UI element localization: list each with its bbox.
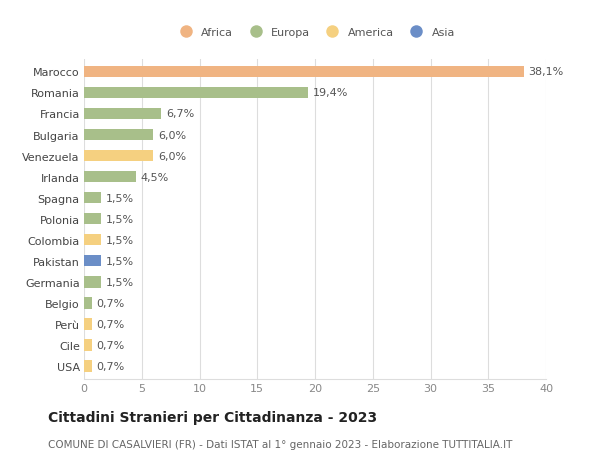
Bar <box>84 360 92 372</box>
Text: 0,7%: 0,7% <box>97 340 125 350</box>
Text: 6,0%: 6,0% <box>158 151 186 161</box>
Legend: Africa, Europa, America, Asia: Africa, Europa, America, Asia <box>170 24 460 43</box>
Text: 1,5%: 1,5% <box>106 193 134 203</box>
Bar <box>84 213 101 225</box>
Text: 6,0%: 6,0% <box>158 130 186 140</box>
Text: 0,7%: 0,7% <box>97 361 125 371</box>
Text: 0,7%: 0,7% <box>97 319 125 329</box>
Text: 1,5%: 1,5% <box>106 214 134 224</box>
Text: 19,4%: 19,4% <box>313 88 348 98</box>
Text: 4,5%: 4,5% <box>140 172 169 182</box>
Text: 0,7%: 0,7% <box>97 298 125 308</box>
Text: 1,5%: 1,5% <box>106 256 134 266</box>
Bar <box>84 319 92 330</box>
Bar <box>84 276 101 288</box>
Text: 1,5%: 1,5% <box>106 235 134 245</box>
Bar <box>84 297 92 309</box>
Bar <box>84 67 524 78</box>
Text: 6,7%: 6,7% <box>166 109 194 119</box>
Bar <box>84 171 136 183</box>
Text: COMUNE DI CASALVIERI (FR) - Dati ISTAT al 1° gennaio 2023 - Elaborazione TUTTITA: COMUNE DI CASALVIERI (FR) - Dati ISTAT a… <box>48 439 512 449</box>
Bar <box>84 151 154 162</box>
Text: 38,1%: 38,1% <box>529 67 564 77</box>
Text: Cittadini Stranieri per Cittadinanza - 2023: Cittadini Stranieri per Cittadinanza - 2… <box>48 411 377 425</box>
Bar <box>84 108 161 120</box>
Bar <box>84 339 92 351</box>
Text: 1,5%: 1,5% <box>106 277 134 287</box>
Bar <box>84 88 308 99</box>
Bar <box>84 255 101 267</box>
Bar <box>84 129 154 141</box>
Bar <box>84 235 101 246</box>
Bar <box>84 192 101 204</box>
